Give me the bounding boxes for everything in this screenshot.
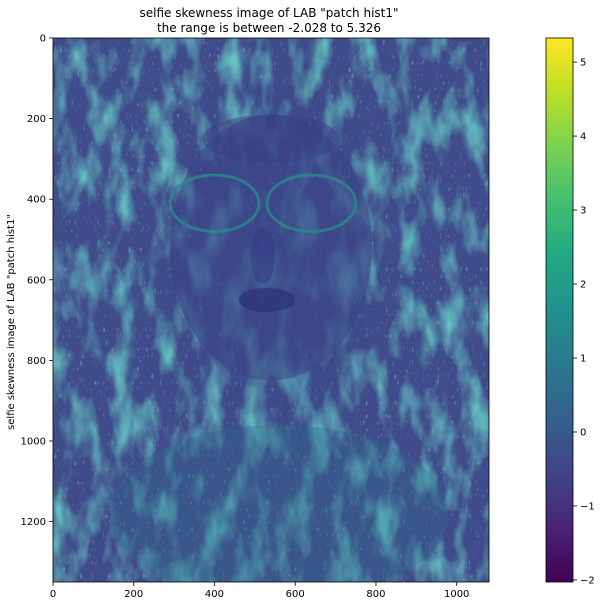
x-tick-label: 400	[205, 589, 224, 600]
colorbar-tick-label: 2	[580, 280, 586, 291]
y-tick-label: 800	[27, 356, 46, 367]
portrait-shapes	[109, 54, 449, 582]
x-tick-label: 200	[124, 589, 143, 600]
y-tick-label: 0	[40, 34, 46, 45]
glasses-lens-2	[265, 173, 358, 233]
colorbar-ticks: −2 −1 0 1 2 3 4 5	[573, 58, 595, 586]
x-axis: 0 200 400 600 800 1000	[50, 582, 469, 600]
head-shade	[137, 54, 405, 506]
colorbar-tick-label: 5	[580, 58, 586, 69]
chart-title-line1: selfie skewness image of LAB "patch hist…	[139, 6, 398, 20]
colorbar-tick-label: 3	[580, 206, 586, 217]
chart-title: selfie skewness image of LAB "patch hist…	[139, 6, 398, 35]
heatmap-image	[53, 38, 489, 582]
glasses-lens-1	[168, 173, 261, 233]
nose-region	[250, 227, 276, 284]
colorbar-tick-label: 4	[580, 132, 586, 143]
x-tick-label: 600	[286, 589, 305, 600]
plot-frame	[52, 37, 490, 583]
x-tick-label: 1000	[444, 589, 469, 600]
y-axis-label: selfie skewness image of LAB "patch hist…	[6, 214, 17, 430]
mouth-region	[238, 287, 296, 313]
chart-subtitle: the range is between -2.028 to 5.326	[157, 21, 381, 35]
x-tick-label: 0	[50, 589, 56, 600]
colorbar: −2 −1 0 1 2 3 4 5	[545, 37, 595, 586]
y-tick-label: 1200	[21, 517, 46, 528]
forehead-region	[202, 114, 340, 163]
y-axis: 0 200 400 600 800 1000 1200	[21, 34, 53, 528]
colorbar-gradient	[545, 37, 574, 583]
y-tick-label: 400	[27, 195, 46, 206]
x-tick-label: 800	[366, 589, 385, 600]
y-tick-label: 1000	[21, 436, 46, 447]
y-tick-label: 200	[27, 114, 46, 125]
shoulder-region	[109, 424, 449, 582]
colorbar-tick-label: −1	[580, 501, 595, 512]
colorbar-tick-label: 1	[580, 354, 586, 365]
y-tick-label: 600	[27, 275, 46, 286]
colorbar-tick-label: −2	[580, 575, 595, 586]
colorbar-tick-label: 0	[580, 427, 586, 438]
